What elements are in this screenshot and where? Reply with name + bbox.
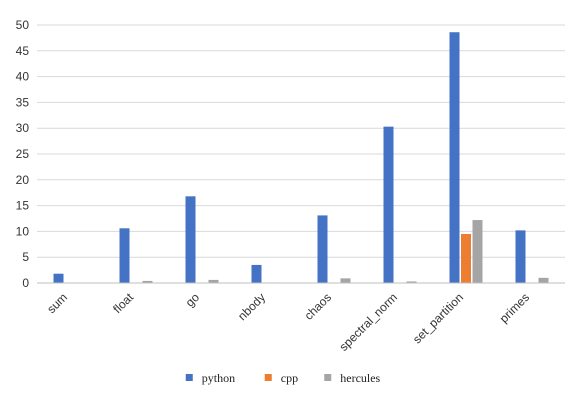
x-tick-label: sum [44,290,70,316]
bar-hercules-chaos [340,278,351,283]
x-axis-ticks: sum float go nbody chaos spectral_norm set_par… [44,290,532,354]
y-tick-label: 50 [16,18,30,32]
bar-python-sum [53,273,64,283]
x-tick-label: float [110,290,136,316]
bar-python-set_partition [449,32,460,283]
legend-label-cpp: cpp [281,371,298,385]
bar-python-primes [515,230,526,283]
bar-python-go [185,196,196,283]
legend-label-python: python [202,371,235,385]
x-tick-label: nbody [235,290,268,323]
x-tick-label: go [183,290,203,310]
x-tick-label: primes [497,290,532,325]
legend-swatch-hercules [324,374,332,381]
y-tick-label: 5 [22,250,29,264]
x-tick-label: spectral_norm [336,290,400,354]
bar-python-chaos [317,215,328,283]
bar-cpp-set_partition [461,233,471,283]
y-tick-label: 20 [16,173,30,187]
legend-swatch-python [185,374,193,381]
bar-python-float [119,228,130,283]
bars [53,32,549,283]
bar-hercules-float [142,280,153,283]
y-tick-label: 35 [16,95,30,109]
y-tick-label: 10 [16,224,30,238]
y-tick-label: 45 [16,44,30,58]
y-tick-label: 15 [16,199,30,213]
bar-python-spectral_norm [383,126,394,283]
y-tick-label: 0 [22,276,29,290]
bar-hercules-primes [538,277,549,283]
gridlines [37,24,565,284]
y-axis-ticks: 0 5 10 15 20 25 30 35 40 45 50 [16,18,30,290]
legend: python cpp hercules [185,371,381,385]
x-tick-label: chaos [302,290,335,323]
y-tick-label: 30 [16,121,30,135]
y-tick-label: 40 [16,70,30,84]
legend-label-hercules: hercules [340,371,380,385]
bar-hercules-go [208,279,219,283]
bar-python-nbody [251,264,262,283]
y-tick-label: 25 [16,147,30,161]
bar-hercules-spectral_norm [406,281,417,283]
x-tick-label: set_partition [410,290,466,346]
legend-swatch-cpp [264,374,272,381]
bar-hercules-set_partition [472,220,483,283]
